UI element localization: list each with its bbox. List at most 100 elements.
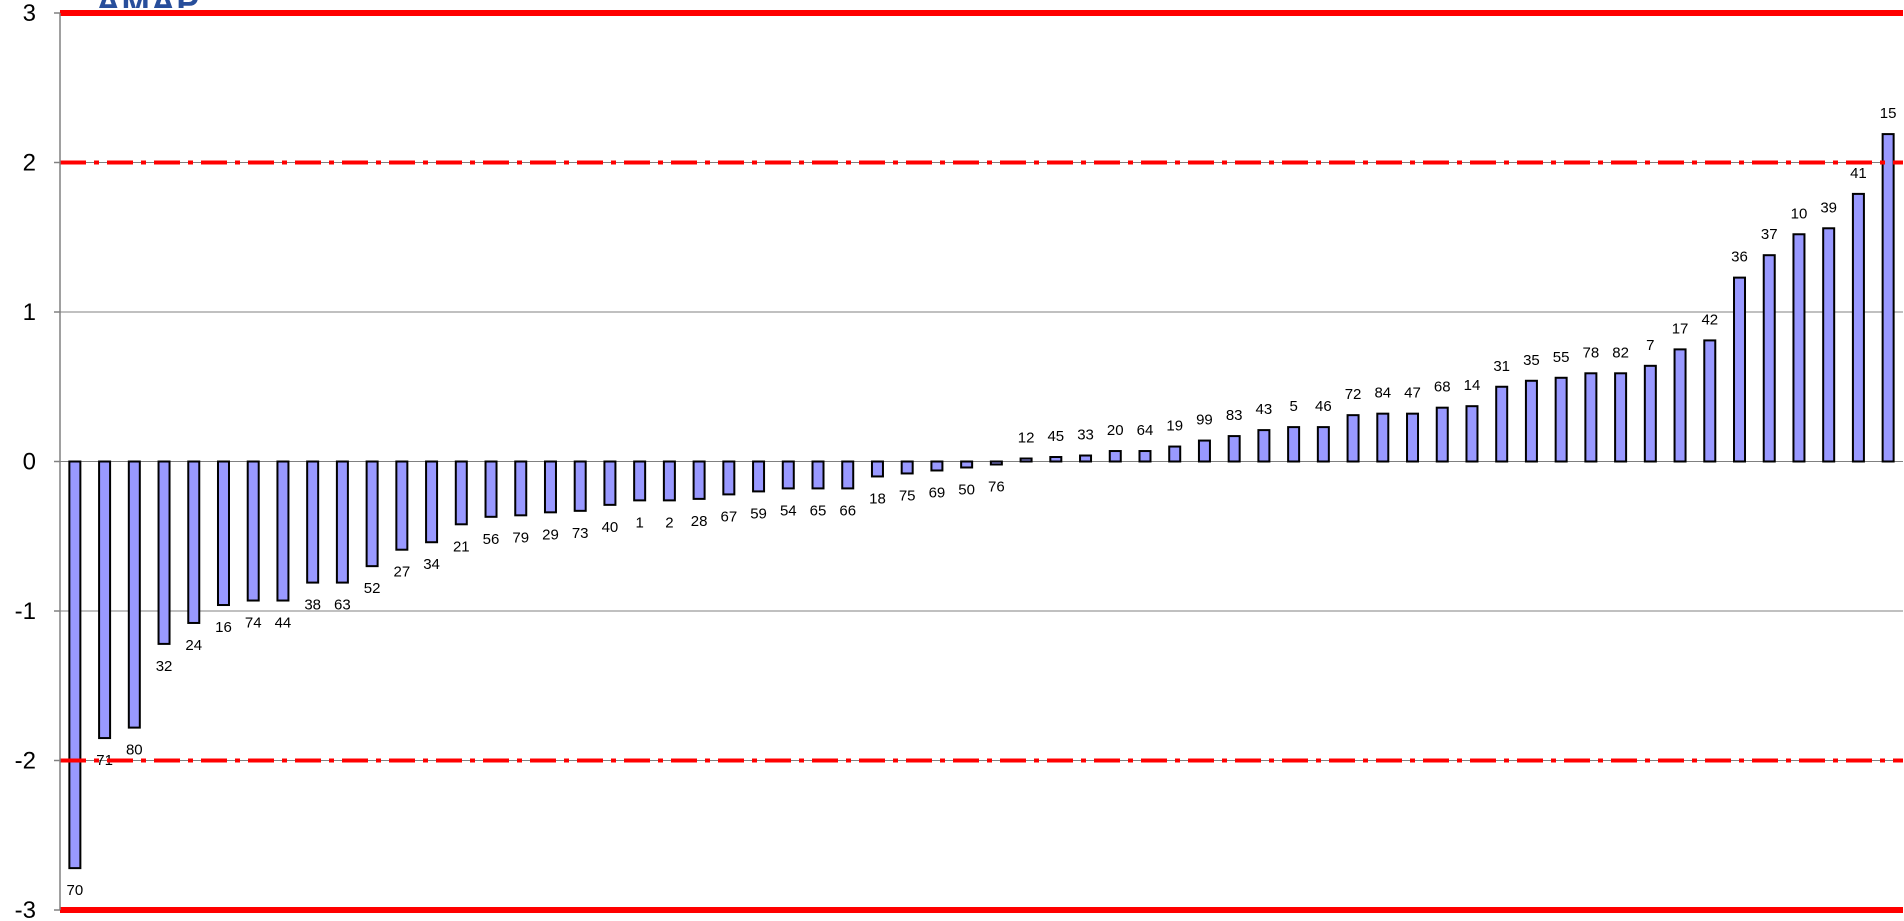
bar-label: 70: [67, 882, 84, 899]
bar: [543, 460, 557, 514]
bar-label: 54: [780, 502, 797, 519]
bar-label: 1: [635, 514, 643, 531]
bar: [157, 460, 171, 645]
bar-label: 36: [1731, 249, 1748, 266]
bar: [870, 460, 884, 478]
bar-label: 7: [1646, 337, 1654, 354]
bar: [1197, 439, 1211, 463]
bar: [484, 460, 498, 518]
bar-label: 16: [215, 619, 232, 636]
bar-label: 2: [665, 514, 673, 531]
bar-label: 37: [1761, 226, 1778, 243]
bar-label: 50: [958, 481, 975, 498]
bar-label: 44: [275, 615, 292, 632]
bar: [662, 460, 676, 502]
bar-label: 15: [1880, 105, 1897, 122]
bar-label: 79: [512, 529, 529, 546]
bar: [573, 460, 587, 512]
bar-label: 43: [1256, 401, 1273, 418]
bar: [752, 460, 766, 493]
bar: [1643, 364, 1657, 463]
bar: [1584, 372, 1598, 463]
bar-label: 67: [720, 508, 737, 525]
bar-label: 66: [839, 502, 856, 519]
bar-label: 74: [245, 615, 262, 632]
bar: [365, 460, 379, 568]
bar: [514, 460, 528, 517]
bar: [1257, 429, 1271, 463]
bar-label: 76: [988, 478, 1005, 495]
bar-label: 42: [1701, 311, 1718, 328]
bar: [1435, 406, 1449, 463]
bar: [1019, 457, 1033, 463]
bar: [395, 460, 409, 551]
bar: [1524, 379, 1538, 463]
bar: [1495, 385, 1509, 463]
bar-label: 33: [1077, 427, 1094, 444]
bar-label: 75: [899, 487, 916, 504]
bar: [1792, 233, 1806, 463]
bar: [246, 460, 260, 602]
y-tick-label: -3: [15, 897, 36, 921]
bar-label: 28: [691, 513, 708, 530]
bar-label: 29: [542, 526, 559, 543]
y-tick-label: 2: [23, 150, 36, 177]
bar: [900, 460, 914, 475]
bar: [1881, 133, 1895, 463]
y-tick-label: -2: [15, 748, 36, 775]
bar-label: 78: [1583, 344, 1600, 361]
bar: [1108, 450, 1122, 463]
bar: [1406, 412, 1420, 463]
bar-label: 19: [1166, 418, 1183, 435]
bar: [454, 460, 468, 526]
bar: [633, 460, 647, 502]
bar: [1851, 192, 1865, 463]
bar-label: 64: [1137, 422, 1154, 439]
bar-layer: [68, 133, 1895, 870]
bar-label: 40: [602, 519, 619, 536]
bar: [1287, 426, 1301, 463]
bar-label: 14: [1464, 377, 1481, 394]
bar-label: 47: [1404, 385, 1421, 402]
bar: [1346, 414, 1360, 463]
bar-label: 18: [869, 490, 886, 507]
bar: [1822, 227, 1836, 463]
bar: [1703, 339, 1717, 463]
bar-label: 72: [1345, 386, 1362, 403]
bar-label: 82: [1612, 344, 1629, 361]
reference-lines-layer: [60, 10, 1903, 913]
bar: [1316, 426, 1330, 463]
bar: [1733, 276, 1747, 463]
bar: [1376, 412, 1390, 463]
bar: [216, 460, 230, 607]
bar: [960, 460, 974, 469]
bar: [127, 460, 141, 729]
bar: [276, 460, 290, 602]
bar: [1762, 254, 1776, 463]
bar: [98, 460, 112, 740]
bar: [781, 460, 795, 490]
bar-label: 59: [750, 505, 767, 522]
bar-label: 24: [185, 637, 202, 654]
y-tick-label: 0: [23, 449, 36, 476]
bar-label: 99: [1196, 412, 1213, 429]
bar-label: 35: [1523, 352, 1540, 369]
bar: [1227, 435, 1241, 463]
bar: [1168, 445, 1182, 463]
y-tick-label: 1: [23, 299, 36, 326]
bar: [1673, 348, 1687, 463]
bar: [989, 460, 1003, 466]
bar: [1614, 372, 1628, 463]
bar: [68, 460, 82, 870]
bar-label: 38: [304, 597, 321, 614]
bar-label: 68: [1434, 379, 1451, 396]
bar: [692, 460, 706, 500]
bar-label: 17: [1672, 320, 1689, 337]
bar: [1049, 456, 1063, 463]
bar-label: 73: [572, 525, 589, 542]
bar-label: 65: [810, 502, 827, 519]
bar-label: 56: [483, 531, 500, 548]
bar-label: 27: [394, 564, 411, 581]
bar: [425, 460, 439, 544]
